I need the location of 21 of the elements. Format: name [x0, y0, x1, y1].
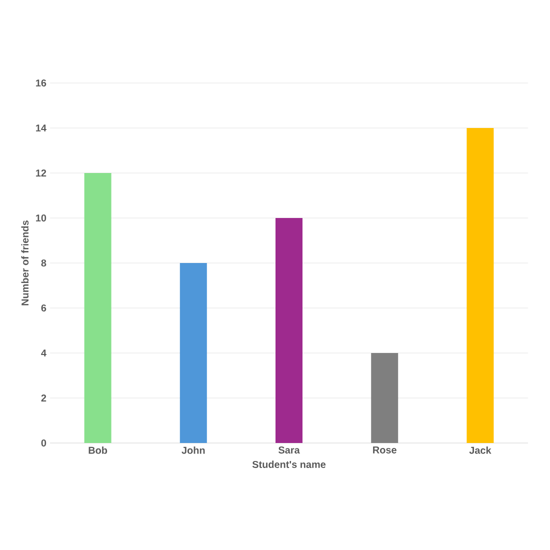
x-tick-label: Sara: [278, 446, 300, 454]
bar: [180, 262, 207, 443]
y-axis-title: Number of friends: [21, 220, 29, 306]
y-tick-label: 8: [41, 259, 46, 267]
y-tick-label: 10: [36, 214, 46, 222]
x-tick-label: Bob: [88, 446, 108, 454]
y-tick-label: 14: [36, 124, 46, 132]
y-tick-label: 4: [41, 350, 46, 356]
y-tick-label: 16: [36, 79, 46, 87]
bar: [276, 218, 302, 443]
bar: [84, 172, 112, 443]
x-tick-label: John: [182, 446, 205, 454]
x-tick-label: Jack: [469, 446, 492, 454]
y-tick-label: 0: [41, 439, 46, 447]
y-tick-label: 6: [41, 304, 46, 312]
x-axis-title: Student's name: [252, 460, 326, 468]
y-tick-label: 2: [41, 394, 46, 402]
x-tick-label: Rose: [373, 446, 396, 454]
bar: [466, 128, 494, 443]
y-tick-label: 12: [36, 170, 46, 176]
bar: [371, 353, 398, 443]
